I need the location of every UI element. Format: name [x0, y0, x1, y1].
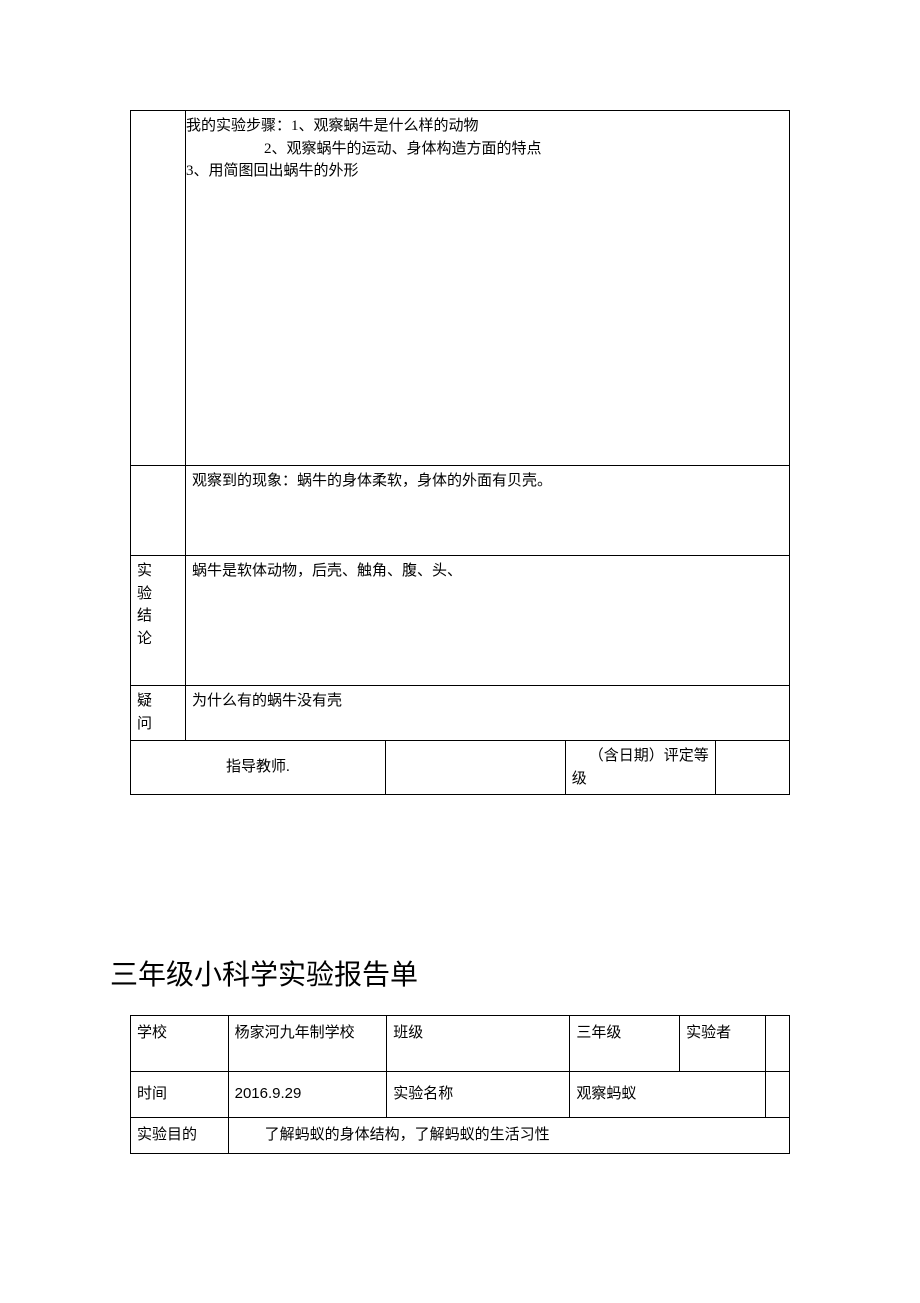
rating-label-cell: （含日期）评定等 级	[565, 741, 715, 795]
exp-name-label-cell: 实验名称	[387, 1072, 570, 1118]
step-1: 我的实验步骤：1、观察蜗牛是什么样的动物	[186, 115, 783, 138]
rating-value-cell	[715, 741, 789, 795]
time-label: 时间	[137, 1086, 167, 1102]
purpose-value-cell: 了解蚂蚁的身体结构，了解蚂蚁的生活习性	[228, 1118, 789, 1154]
step-2: 2、观察蜗牛的运动、身体构造方面的特点	[186, 138, 783, 161]
purpose-label: 实验目的	[137, 1127, 197, 1143]
teacher-label-cell: 指导教师.	[131, 741, 386, 795]
experimenter-label-cell: 实验者	[680, 1016, 765, 1072]
grade-value-cell: 三年级	[570, 1016, 680, 1072]
rating-line-2: 级	[572, 768, 709, 791]
experimenter-label: 实验者	[686, 1025, 731, 1041]
teacher-label: 指导教师.	[137, 756, 379, 779]
steps-content-cell: 我的实验步骤：1、观察蜗牛是什么样的动物 2、观察蜗牛的运动、身体构造方面的特点…	[186, 111, 790, 466]
school-label: 学校	[137, 1025, 167, 1041]
purpose-value: 了解蚂蚁的身体结构，了解蚂蚁的生活习性	[235, 1124, 550, 1147]
question-label-cell: 疑 问	[131, 686, 186, 741]
conclusion-label-1: 实 验	[137, 560, 179, 605]
step-3: 3、用简图回出蜗牛的外形	[186, 160, 783, 183]
conclusion-content-cell: 蜗牛是软体动物，后壳、触角、腹、头、	[186, 556, 790, 686]
experimenter-value-cell	[765, 1016, 789, 1072]
observation-text: 观察到的现象：蜗牛的身体柔软，身体的外面有贝壳。	[192, 470, 783, 493]
conclusion-label-2: 结 论	[137, 605, 179, 650]
exp-name-value-cell: 观察蚂蚁	[570, 1072, 765, 1118]
grade-value: 三年级	[576, 1025, 621, 1041]
time-value: 2016.9.29	[235, 1085, 302, 1102]
exp-name-label: 实验名称	[393, 1086, 453, 1102]
exp-name-value: 观察蚂蚁	[576, 1086, 636, 1102]
class-label-cell: 班级	[387, 1016, 570, 1072]
steps-label-cell	[131, 111, 186, 466]
conclusion-label-cell: 实 验 结 论	[131, 556, 186, 686]
experiment-table-1: 我的实验步骤：1、观察蜗牛是什么样的动物 2、观察蜗牛的运动、身体构造方面的特点…	[130, 110, 790, 795]
school-label-cell: 学校	[131, 1016, 229, 1072]
question-content-cell: 为什么有的蜗牛没有壳	[186, 686, 790, 741]
observation-label-cell	[131, 466, 186, 556]
class-label: 班级	[393, 1025, 423, 1041]
question-text: 为什么有的蜗牛没有壳	[192, 690, 783, 713]
exp-name-extra-cell	[765, 1072, 789, 1118]
time-label-cell: 时间	[131, 1072, 229, 1118]
conclusion-text: 蜗牛是软体动物，后壳、触角、腹、头、	[192, 560, 783, 583]
rating-line-1: （含日期）评定等	[572, 745, 709, 768]
report-title: 三年级小科学实验报告单	[110, 955, 790, 997]
question-label: 疑 问	[137, 690, 179, 735]
experiment-table-2: 学校 杨家河九年制学校 班级 三年级 实验者 时间 2016.9.29 实验名称…	[130, 1015, 790, 1154]
school-value-cell: 杨家河九年制学校	[228, 1016, 387, 1072]
school-value: 杨家河九年制学校	[235, 1025, 355, 1041]
teacher-value-cell	[385, 741, 565, 795]
observation-content-cell: 观察到的现象：蜗牛的身体柔软，身体的外面有贝壳。	[186, 466, 790, 556]
time-value-cell: 2016.9.29	[228, 1072, 387, 1118]
purpose-label-cell: 实验目的	[131, 1118, 229, 1154]
